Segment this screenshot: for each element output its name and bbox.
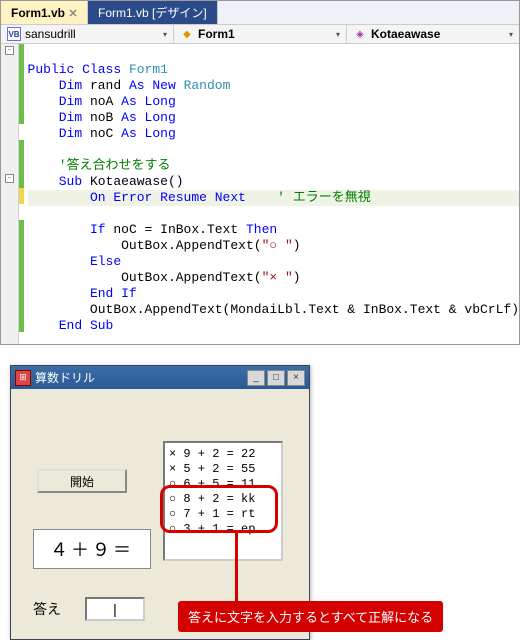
maximize-button[interactable]: □ [267, 370, 285, 386]
app-title: 算数ドリル [35, 369, 95, 386]
code-content: Public Class Form1 Dim rand As New Rando… [24, 44, 519, 344]
dd-label: Kotaeawase [371, 27, 440, 41]
mondai-label: ４＋９＝ [33, 529, 151, 569]
file-tabs: Form1.vb Form1.vb [デザイン] [1, 1, 519, 25]
tab-label: Form1.vb [11, 6, 65, 20]
dd-label: sansudrill [25, 27, 76, 41]
tab-label: Form1.vb [デザイン] [98, 4, 207, 21]
tab-form1-design[interactable]: Form1.vb [デザイン] [88, 1, 218, 24]
callout-connector [235, 533, 238, 603]
chevron-down-icon: ▾ [509, 30, 513, 39]
output-box[interactable]: × 9 + 2 = 22 × 5 + 2 = 55 ○ 6 + 5 = 11 ○… [163, 441, 283, 561]
answer-label: 答え [33, 599, 61, 619]
collapse-marker[interactable]: - [5, 46, 14, 55]
method-icon: ◈ [353, 27, 367, 41]
method-dropdown[interactable]: ◈ Kotaeawase ▾ [347, 25, 519, 43]
app-window: ⊞ 算数ドリル _ □ × 開始 ４＋９＝ 答え | × 9 + 2 = 22 … [10, 365, 310, 640]
collapse-marker[interactable]: - [5, 174, 14, 183]
chevron-down-icon: ▾ [163, 30, 167, 39]
class-dropdown[interactable]: ◆ Form1 ▾ [174, 25, 347, 43]
code-editor[interactable]: - - Public Class Form1 Dim rand As New R… [1, 44, 519, 344]
tab-form1-vb[interactable]: Form1.vb [1, 1, 88, 24]
navigation-dropdowns: VB sansudrill ▾ ◆ Form1 ▾ ◈ Kotaeawase ▾ [1, 25, 519, 44]
dd-label: Form1 [198, 27, 235, 41]
tab-close-icon[interactable] [69, 6, 77, 20]
gutter: - - [1, 44, 19, 344]
start-button[interactable]: 開始 [37, 469, 127, 493]
class-icon: ◆ [180, 27, 194, 41]
app-icon: ⊞ [15, 370, 31, 386]
titlebar[interactable]: ⊞ 算数ドリル _ □ × [11, 366, 309, 389]
vb-icon: VB [7, 27, 21, 41]
project-dropdown[interactable]: VB sansudrill ▾ [1, 25, 174, 43]
callout-bubble: 答えに文字を入力するとすべて正解になる [178, 601, 443, 632]
close-button[interactable]: × [287, 370, 305, 386]
answer-input[interactable]: | [85, 597, 145, 621]
chevron-down-icon: ▾ [336, 30, 340, 39]
editor-window: Form1.vb Form1.vb [デザイン] VB sansudrill ▾… [0, 0, 520, 345]
minimize-button[interactable]: _ [247, 370, 265, 386]
